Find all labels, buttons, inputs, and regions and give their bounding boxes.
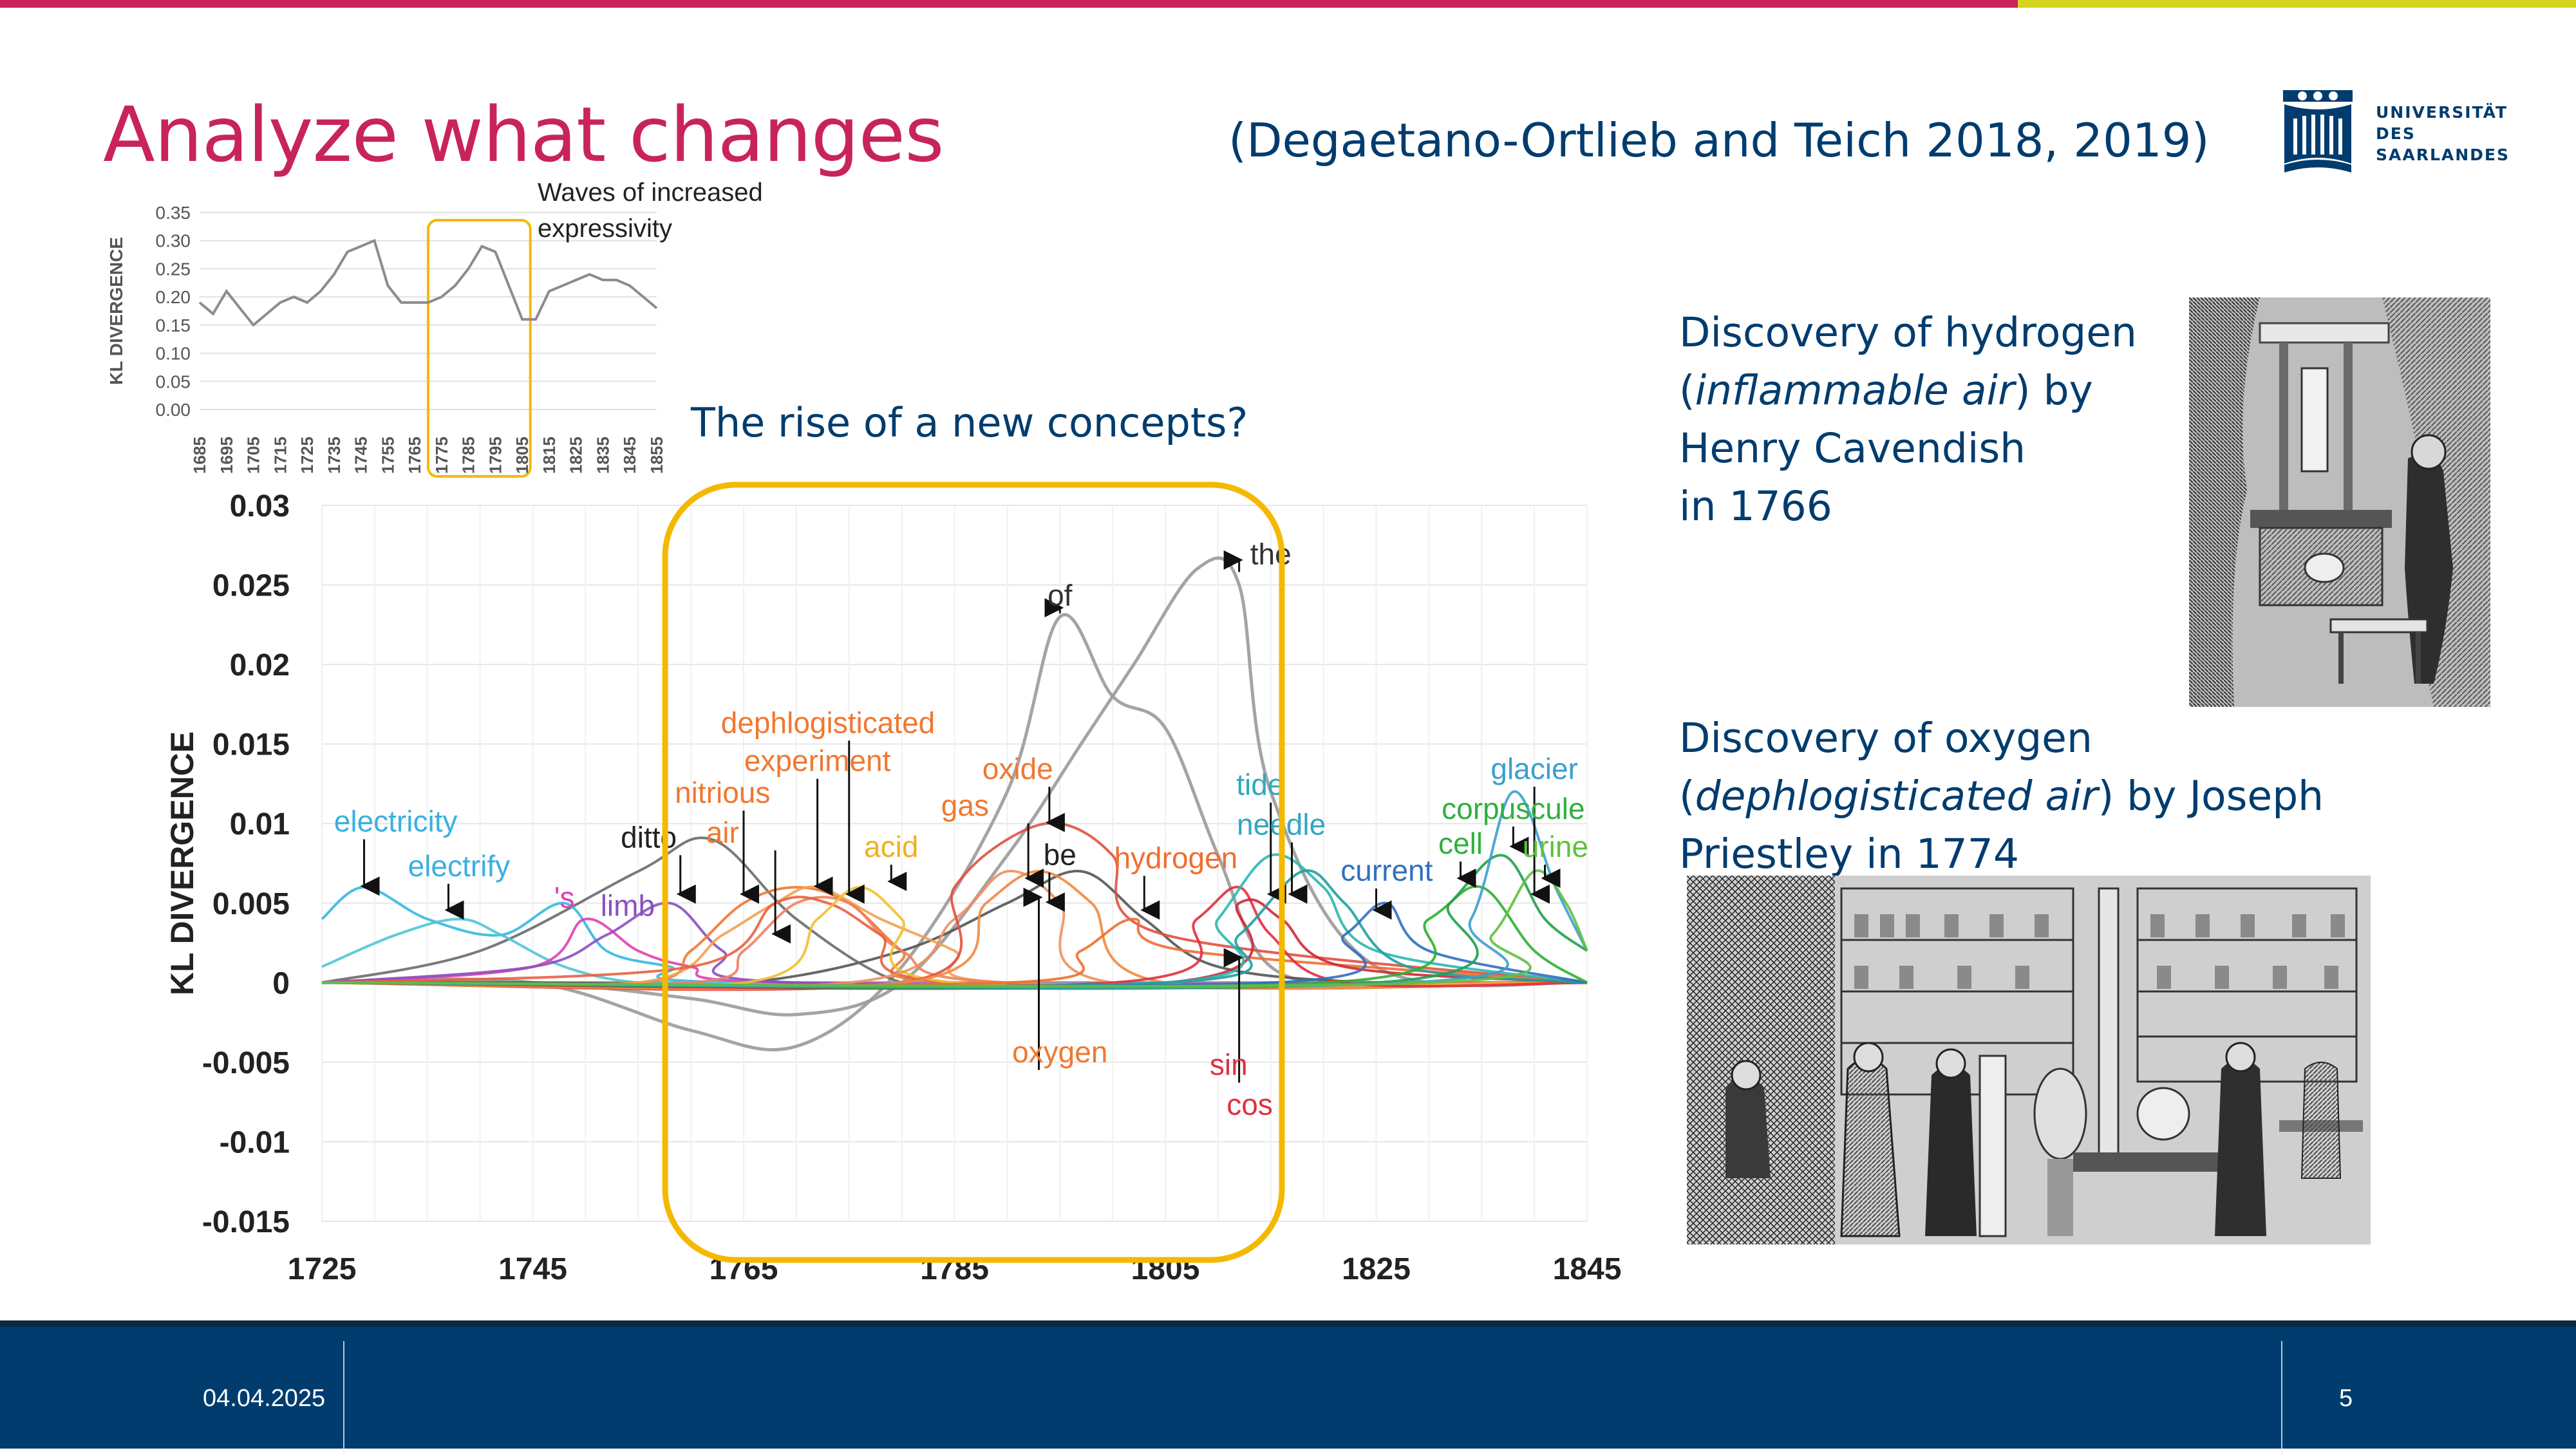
main-chart-xtick-label: 1725 xyxy=(288,1252,357,1286)
series-label-corpuscule: corpuscule xyxy=(1442,792,1584,825)
series-label-glacier: glacier xyxy=(1490,752,1578,785)
small-chart-xtick-label: 1775 xyxy=(432,436,451,474)
series-label-electricity: electricity xyxy=(334,805,458,838)
series-label-urine: urine xyxy=(1523,830,1588,863)
main-chart-ytick-label: -0.01 xyxy=(220,1125,290,1159)
small-chart-xtick-label: 1795 xyxy=(485,436,505,474)
small-chart-annotation: expressivity xyxy=(538,214,672,243)
small-chart-xtick-label: 1845 xyxy=(620,436,639,474)
small-chart-xtick-label: 1835 xyxy=(593,436,612,474)
series-label-cell: cell xyxy=(1438,827,1483,860)
small-chart-xtick-label: 1855 xyxy=(647,436,666,474)
small-chart-ytick-label: 0.35 xyxy=(156,203,191,223)
series-label-air: air xyxy=(706,816,739,849)
main-chart-xtick-label: 1745 xyxy=(498,1252,567,1286)
hydrogen-caption: Discovery of hydrogen (inflammable air) … xyxy=(1679,304,2137,536)
footer-divider-right xyxy=(2281,1341,2282,1455)
small-chart-highlight-box xyxy=(427,219,532,478)
page-number: 5 xyxy=(2339,1385,2353,1412)
page-title: Analyze what changes xyxy=(103,90,945,179)
series-label-the: the xyxy=(1250,537,1292,570)
main-chart-ytick-label: 0.015 xyxy=(212,728,290,762)
main-chart-ytick-label: 0.03 xyxy=(230,489,290,523)
small-chart-xtick-label: 1705 xyxy=(244,436,263,474)
series-label-be: be xyxy=(1044,838,1076,871)
hydrogen-line-4: in 1766 xyxy=(1679,483,1832,530)
small-chart-xtick-label: 1725 xyxy=(297,436,317,474)
small-chart-ytick-label: 0.00 xyxy=(156,400,191,420)
crest-icon xyxy=(2283,90,2353,173)
oxygen-caption: Discovery of oxygen (dephlogisticated ai… xyxy=(1679,709,2324,883)
series-label-of: of xyxy=(1048,579,1073,612)
main-chart-xtick-label: 1825 xyxy=(1342,1252,1411,1286)
oxygen-line-1: Discovery of oxygen xyxy=(1679,715,2092,762)
logo-text: UNIVERSITÄT DES SAARLANDES xyxy=(2376,103,2510,164)
series-label-nitrious: nitrious xyxy=(675,776,770,809)
small-chart-kl-line xyxy=(198,238,658,327)
series-label-oxygen: oxygen xyxy=(1012,1035,1107,1069)
series-label-limb: limb xyxy=(601,889,655,923)
small-chart-ytick-label: 0.10 xyxy=(156,344,191,364)
main-chart-ytick-label: 0.01 xyxy=(230,807,290,841)
main-chart-ytick-label: -0.015 xyxy=(202,1205,290,1239)
small-chart-xtick-label: 1785 xyxy=(459,436,478,474)
main-chart-ytick-label: 0.02 xyxy=(230,648,290,682)
small-chart-ytick-label: 0.30 xyxy=(156,231,191,251)
small-kl-chart: 0.35 0.30 0.25 0.20 0.15 0.10 0.05 0.00 KL DIVER… xyxy=(106,180,763,478)
main-chart-highlight-box xyxy=(662,482,1285,1263)
hydrogen-line-3: Henry Cavendish xyxy=(1679,425,2026,472)
main-chart-ytick-label: 0.005 xyxy=(212,887,290,921)
main-chart-xtick-label: 1845 xyxy=(1553,1252,1622,1286)
main-kl-chart: 0.03 0.025 0.02 0.015 0.01 0.005 0 -0.005 -0.01 -… xyxy=(164,482,1622,1286)
series-label-acid: acid xyxy=(864,830,918,863)
small-chart-ytick-label: 0.25 xyxy=(156,259,191,279)
citation: (Degaetano-Ortlieb and Teich 2018, 2019) xyxy=(1228,113,2210,167)
small-chart-xtick-label: 1695 xyxy=(217,436,236,474)
series-label-cos: cos xyxy=(1227,1087,1273,1121)
main-chart-ytick-label: 0.025 xyxy=(212,569,290,603)
small-chart-xtick-label: 1825 xyxy=(567,436,586,474)
series-label-sin: sin xyxy=(1210,1048,1248,1082)
series-label-experiment: experiment xyxy=(744,744,891,778)
small-chart-xtick-label: 1815 xyxy=(540,436,559,474)
top-accent-bar-red xyxy=(0,0,2018,8)
footer-bar: 04.04.2025 5 xyxy=(0,1320,2576,1455)
footer-date: 04.04.2025 xyxy=(203,1385,326,1412)
small-chart-y-axis-label: KL DIVERGENCE xyxy=(106,237,126,385)
main-chart-y-axis-label: KL DIVERGENCE xyxy=(164,731,200,995)
series-label-dephlogisticated: dephlogisticated xyxy=(721,706,935,739)
small-chart-ytick-label: 0.05 xyxy=(156,371,191,391)
oxygen-line-2: (dephlogisticated air) by Joseph xyxy=(1679,773,2324,820)
small-chart-xtick-label: 1715 xyxy=(270,436,290,474)
series-label-electrify: electrify xyxy=(408,849,510,883)
priestley-lab-engraving-image xyxy=(1687,876,2371,1244)
main-chart-ytick-label: 0 xyxy=(272,966,290,1000)
hydrogen-line-1: Discovery of hydrogen xyxy=(1679,309,2137,356)
rise-label: The rise of a new concepts? xyxy=(691,399,1248,446)
top-accent-bar-yellow xyxy=(2018,0,2576,8)
university-logo: UNIVERSITÄT DES SAARLANDES xyxy=(2279,88,2511,178)
main-chart-ytick-label: -0.005 xyxy=(202,1046,290,1080)
small-chart-xtick-label: 1805 xyxy=(512,436,532,474)
small-chart-xtick-label: 1765 xyxy=(405,436,424,474)
series-label-oxide: oxide xyxy=(982,752,1053,785)
small-chart-ytick-label: 0.15 xyxy=(156,315,191,335)
hydrogen-line-2: (inflammable air) by xyxy=(1679,367,2093,414)
series-label-ditto: ditto xyxy=(621,820,677,854)
small-chart-annotation: Waves of increased xyxy=(538,180,763,207)
series-label-current: current xyxy=(1340,854,1433,887)
small-chart-xtick-label: 1685 xyxy=(190,436,209,474)
oxygen-line-3: Priestley in 1774 xyxy=(1679,831,2019,878)
series-label-tide: tide xyxy=(1236,768,1284,802)
cavendish-engraving-image xyxy=(2189,297,2490,707)
small-chart-ytick-label: 0.20 xyxy=(156,287,191,307)
small-chart-xtick-label: 1755 xyxy=(378,436,397,474)
footer-divider-left xyxy=(343,1341,344,1455)
small-chart-xtick-label: 1745 xyxy=(352,436,371,474)
small-chart-xtick-label: 1735 xyxy=(324,436,344,474)
series-label-s: 's xyxy=(554,881,575,914)
series-label-hydrogen: hydrogen xyxy=(1114,841,1237,874)
series-label-gas: gas xyxy=(941,789,989,822)
